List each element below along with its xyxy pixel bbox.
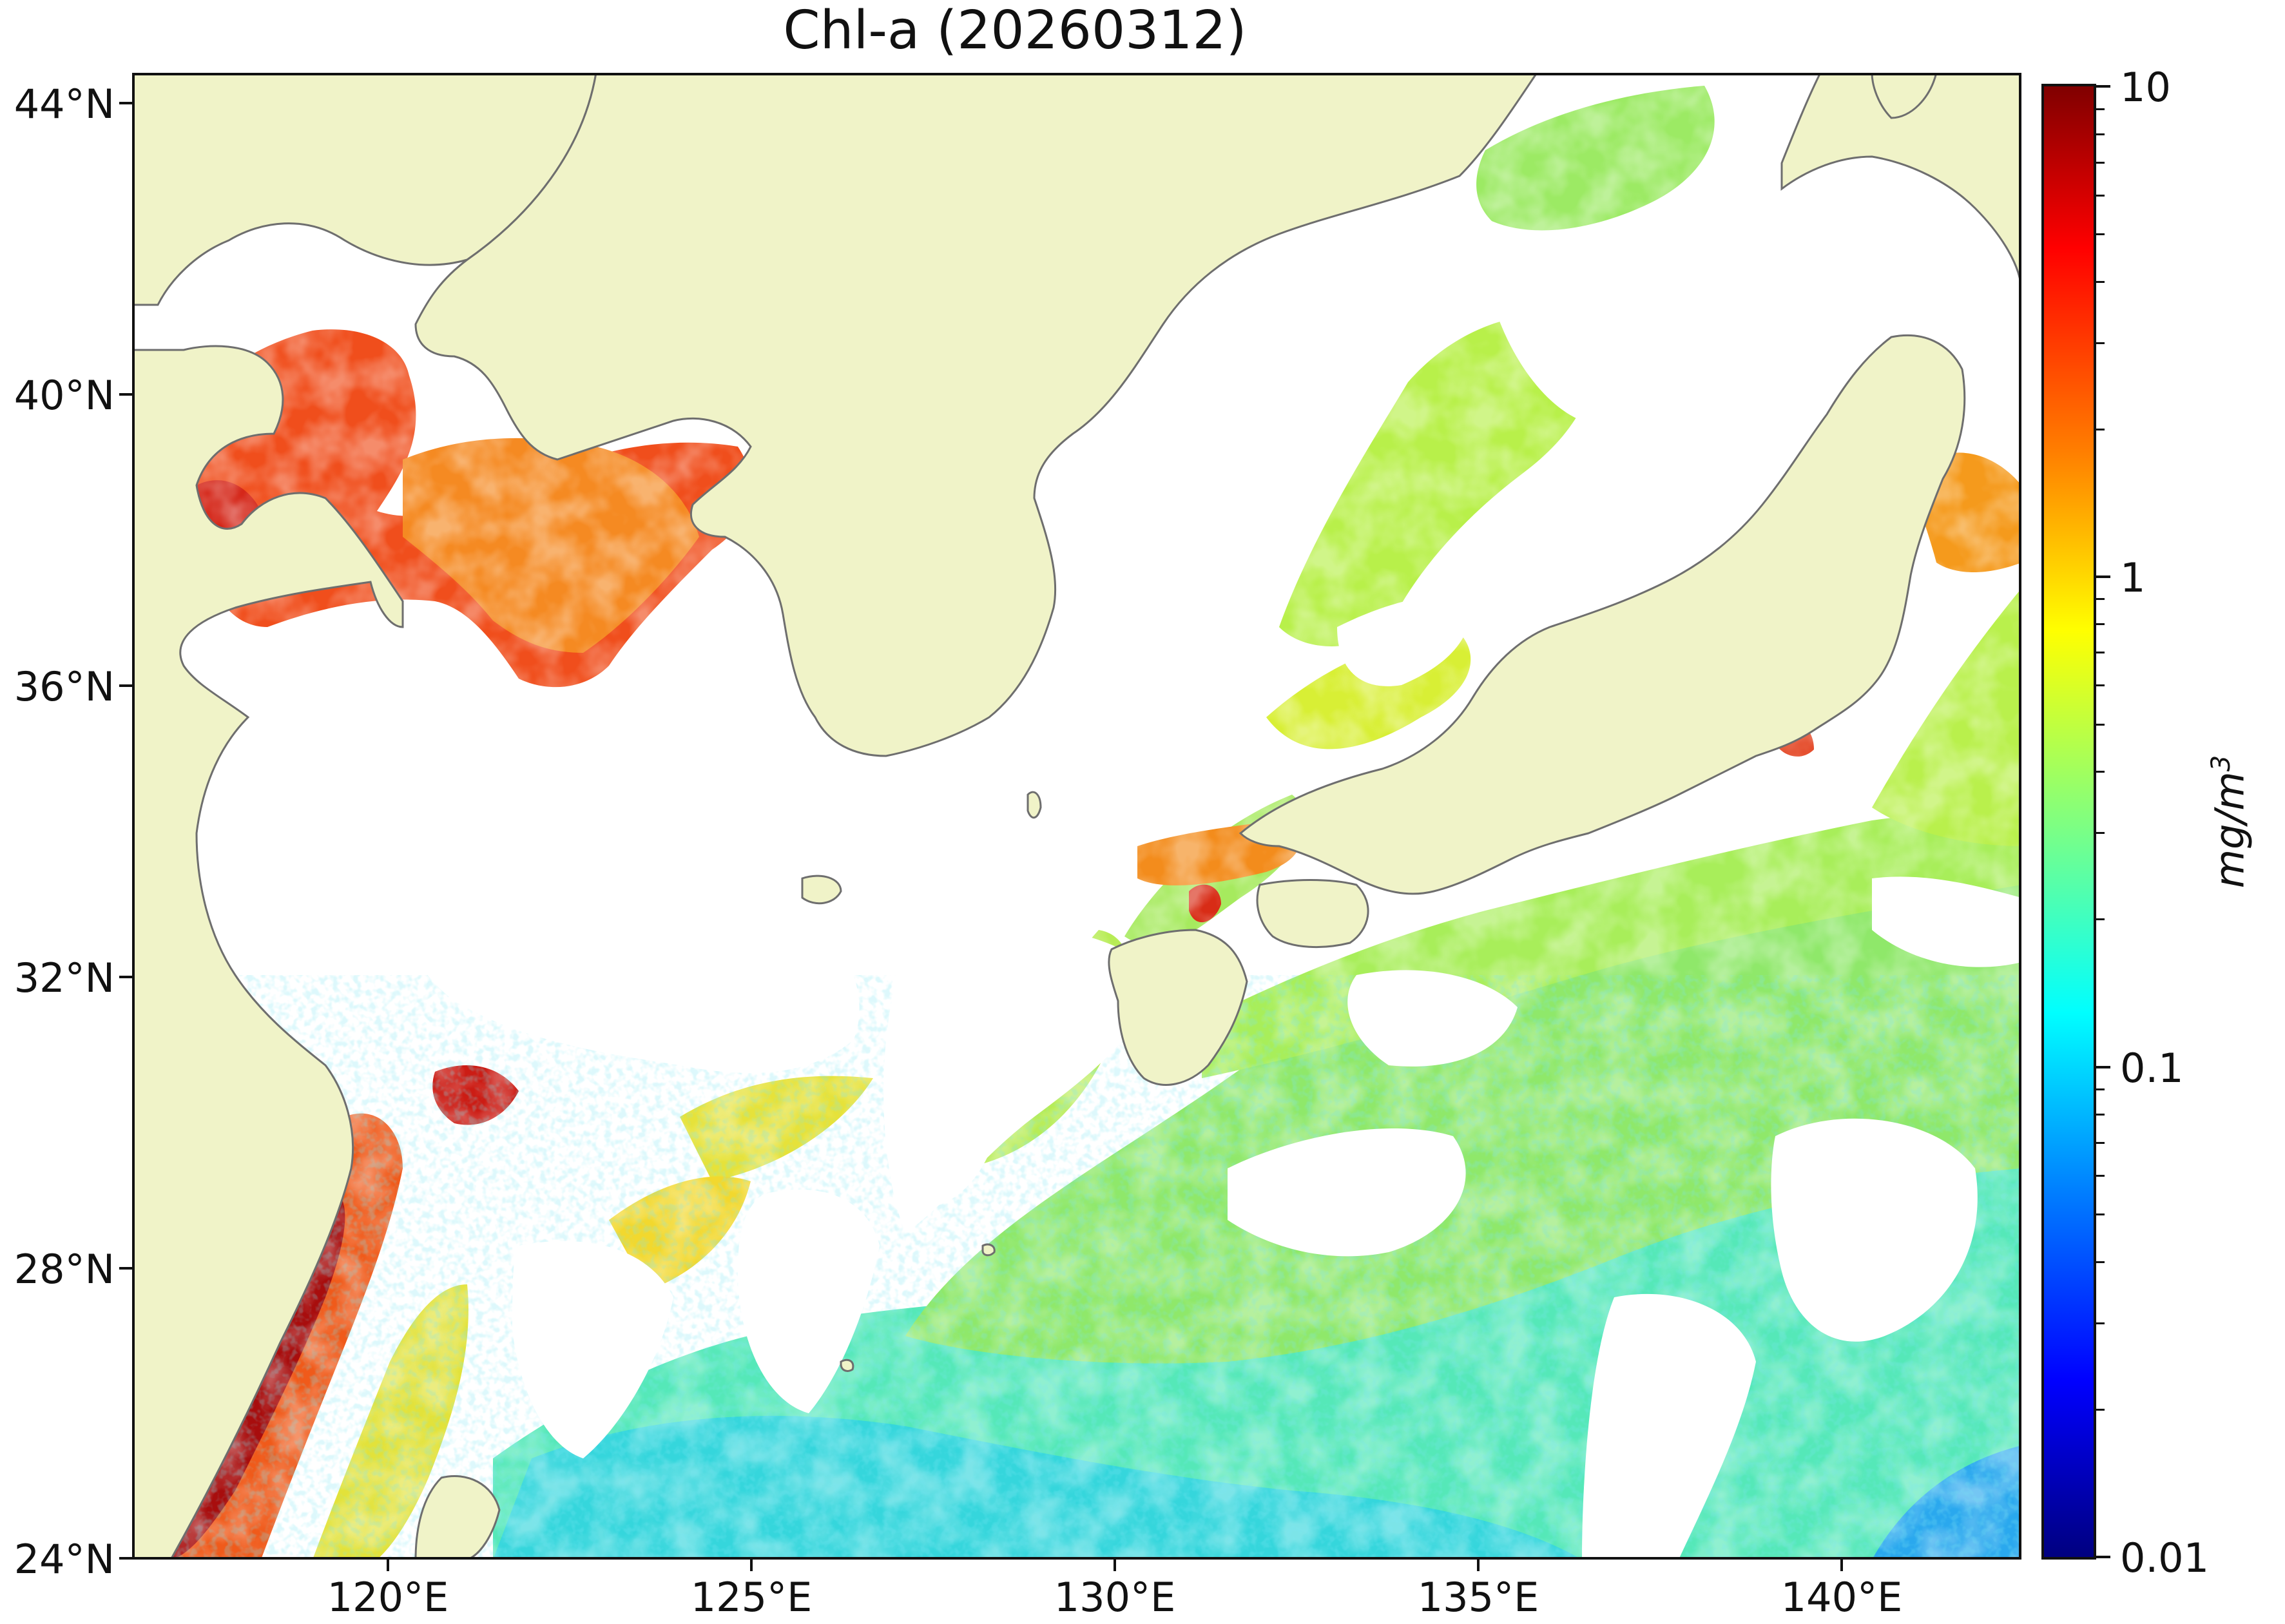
- lon-tick-125: [750, 1558, 753, 1571]
- lon-tick-130: [1114, 1558, 1116, 1571]
- colorbar-minor-tick: [2096, 598, 2105, 601]
- lon-label-130e: 130°E: [1054, 1574, 1176, 1621]
- colorbar-label-0.01: 0.01: [2120, 1534, 2210, 1581]
- colorbar-minor-tick: [2096, 771, 2105, 773]
- map-title: Chl-a (20260312): [783, 0, 1247, 61]
- lon-tick-120: [387, 1558, 389, 1571]
- colorbar-minor-tick: [2096, 918, 2105, 921]
- colorbar-unit-exponent: 3: [2206, 755, 2236, 772]
- colorbar-minor-tick: [2096, 342, 2105, 344]
- colorbar-minor-tick: [2096, 623, 2105, 626]
- colorbar-tick-10: [2096, 85, 2110, 88]
- shikoku: [1256, 879, 1369, 949]
- honshu: [1239, 334, 1966, 895]
- colorbar-minor-tick: [2096, 280, 2105, 283]
- lat-tick-44: [119, 102, 132, 104]
- colorbar-minor-tick: [2096, 652, 2105, 654]
- liaodong-korea-mainland: [414, 73, 1538, 757]
- lat-tick-40: [119, 393, 132, 396]
- colorbar-label-1: 1: [2120, 554, 2146, 601]
- colorbar-label-10: 10: [2120, 64, 2171, 111]
- lat-label-32n: 32°N: [14, 954, 115, 1001]
- lat-tick-24: [119, 1557, 132, 1560]
- lon-tick-140: [1840, 1558, 1843, 1571]
- colorbar-minor-tick: [2096, 108, 2105, 110]
- colorbar-minor-tick: [2096, 1213, 2105, 1216]
- map-frame: [132, 73, 2021, 1560]
- colorbar-gradient: [2041, 84, 2096, 1560]
- sakhalin-tip: [1871, 73, 1938, 119]
- lat-label-36n: 36°N: [14, 663, 115, 710]
- lon-label-140e: 140°E: [1780, 1574, 1903, 1621]
- lon-tick-135: [1477, 1558, 1480, 1571]
- taiwan: [414, 1474, 501, 1560]
- colorbar-minor-tick: [2096, 233, 2105, 235]
- colorbar-minor-tick: [2096, 1088, 2105, 1091]
- colorbar-minor-tick: [2096, 723, 2105, 726]
- lat-tick-36: [119, 684, 132, 687]
- colorbar-tick-1: [2096, 575, 2110, 578]
- cloud-mask-layer: [364, 235, 2021, 1560]
- jeju-island: [801, 875, 842, 905]
- colorbar-minor-tick: [2096, 1261, 2105, 1264]
- lon-label-135e: 135°E: [1417, 1574, 1539, 1621]
- hokkaido: [1780, 73, 2021, 293]
- colorbar-minor-tick: [2096, 194, 2105, 197]
- ryukyu-island-2: [840, 1358, 854, 1372]
- lat-tick-28: [119, 1267, 132, 1270]
- colorbar-minor-tick: [2096, 1322, 2105, 1325]
- colorbar-minor-tick: [2096, 1142, 2105, 1145]
- colorbar-minor-tick: [2096, 1409, 2105, 1411]
- colorbar-minor-tick: [2096, 684, 2105, 687]
- colorbar-unit-text: mg/m: [2206, 771, 2253, 889]
- colorbar-tick-0.1: [2096, 1066, 2110, 1068]
- lon-label-120e: 120°E: [327, 1574, 449, 1621]
- china-mainland: [132, 73, 597, 1560]
- lat-label-40n: 40°N: [14, 372, 115, 419]
- colorbar-minor-tick: [2096, 133, 2105, 135]
- colorbar-tick-0.01: [2096, 1556, 2110, 1558]
- colorbar-minor-tick: [2096, 1175, 2105, 1177]
- colorbar-minor-tick: [2096, 832, 2105, 835]
- lat-label-44n: 44°N: [14, 81, 115, 128]
- tsushima-island: [1027, 791, 1042, 819]
- colorbar-label-0.1: 0.1: [2120, 1045, 2184, 1092]
- kyushu: [1108, 929, 1248, 1086]
- lon-label-125e: 125°E: [690, 1574, 813, 1621]
- colorbar-minor-tick: [2096, 161, 2105, 164]
- lat-label-28n: 28°N: [14, 1246, 115, 1293]
- lat-tick-32: [119, 976, 132, 978]
- colorbar-minor-tick: [2096, 1114, 2105, 1116]
- map-plot-area: [132, 73, 2021, 1560]
- colorbar-minor-tick: [2096, 428, 2105, 430]
- colorbar-unit-label: mg/m3: [2206, 755, 2253, 889]
- ryukyu-island-1: [981, 1243, 996, 1257]
- lat-label-24n: 24°N: [14, 1536, 115, 1583]
- land-layer: [132, 73, 2021, 1560]
